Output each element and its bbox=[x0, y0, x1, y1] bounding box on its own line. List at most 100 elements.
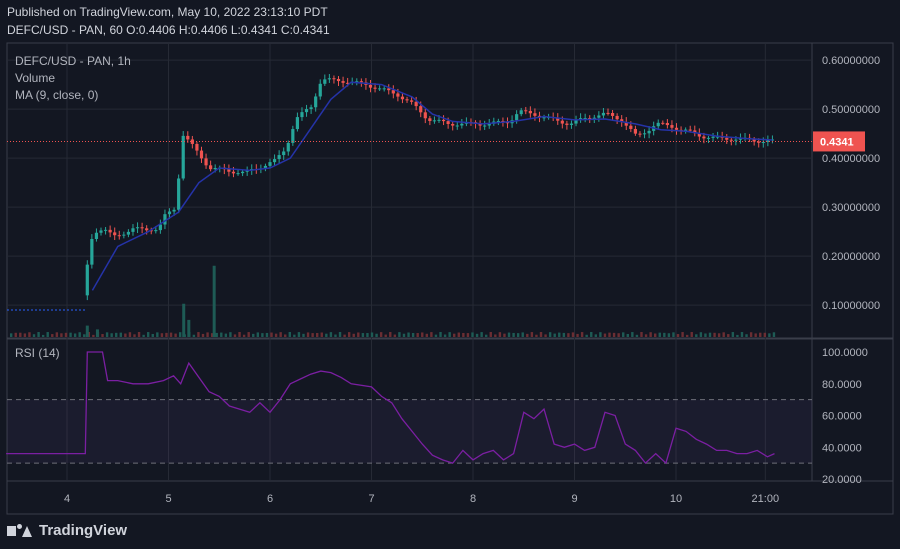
volume-bar bbox=[46, 332, 49, 337]
candle-body bbox=[693, 130, 697, 134]
volume-bar bbox=[357, 332, 360, 337]
candle-body bbox=[181, 135, 185, 179]
volume-bar bbox=[212, 265, 216, 337]
volume-bar bbox=[297, 332, 301, 337]
volume-bar bbox=[617, 333, 620, 337]
volume-bar bbox=[503, 333, 506, 337]
volume-bar bbox=[115, 332, 118, 337]
volume-bar bbox=[539, 332, 543, 337]
candle-body bbox=[286, 142, 290, 152]
ohlc-readout: DEFC/USD - PAN, 60 O:0.4406 H:0.4406 L:0… bbox=[7, 23, 330, 37]
candle-body bbox=[368, 84, 373, 88]
volume-bar bbox=[119, 332, 122, 337]
volume-bar bbox=[19, 332, 22, 337]
candle-body bbox=[688, 129, 692, 131]
volume-bar bbox=[727, 334, 730, 337]
volume-bar bbox=[270, 332, 273, 337]
candle-body bbox=[204, 158, 208, 166]
volume-bar bbox=[603, 333, 607, 337]
rsi-band-fill bbox=[7, 399, 812, 464]
candle-body bbox=[117, 235, 121, 237]
volume-bar bbox=[772, 332, 776, 337]
candle-body bbox=[387, 88, 391, 91]
candle-body bbox=[629, 125, 633, 129]
candle-body bbox=[569, 123, 574, 125]
volume-bar bbox=[521, 332, 524, 337]
volume-bar bbox=[708, 332, 712, 337]
volume-bar bbox=[78, 332, 81, 337]
candle-body bbox=[757, 141, 761, 143]
candle-body bbox=[697, 133, 701, 137]
candle-body bbox=[300, 112, 304, 118]
volume-bar bbox=[69, 332, 72, 337]
volume-bar bbox=[133, 334, 136, 337]
candle-body bbox=[455, 125, 459, 127]
volume-bar bbox=[325, 333, 328, 337]
volume-bar bbox=[87, 332, 91, 337]
volume-bar bbox=[174, 333, 177, 337]
candle-body bbox=[706, 137, 711, 139]
candle-body bbox=[126, 231, 131, 235]
candle-body bbox=[135, 227, 140, 229]
candle-body bbox=[702, 136, 706, 139]
tradingview-logo[interactable]: TradingView bbox=[7, 522, 127, 539]
volume-bar bbox=[302, 333, 305, 337]
candle-body bbox=[524, 110, 528, 112]
volume-bar bbox=[128, 332, 132, 337]
volume-bar bbox=[558, 332, 561, 337]
y-tick-label: 0.50000000 bbox=[822, 104, 880, 116]
candle-body bbox=[149, 230, 153, 232]
volume-bar bbox=[137, 332, 141, 337]
volume-bar bbox=[571, 332, 575, 337]
legend-volume[interactable]: Volume bbox=[15, 71, 56, 85]
candle-body bbox=[542, 117, 546, 119]
candle-body bbox=[400, 96, 405, 100]
volume-bar bbox=[64, 332, 68, 337]
volume-bar bbox=[580, 332, 584, 337]
price-badge bbox=[813, 131, 865, 152]
candle-body bbox=[263, 165, 268, 169]
volume-bar bbox=[23, 333, 27, 337]
volume-bar bbox=[526, 333, 529, 337]
volume-bar bbox=[201, 333, 205, 337]
volume-bar bbox=[667, 333, 671, 337]
legend-ma[interactable]: MA (9, close, 0) bbox=[15, 88, 99, 102]
candle-body bbox=[533, 113, 537, 116]
volume-bar bbox=[590, 332, 593, 337]
volume-bar bbox=[585, 334, 588, 337]
candle-body bbox=[145, 228, 149, 231]
x-tick-label: 4 bbox=[64, 493, 70, 505]
candle-body bbox=[674, 127, 679, 130]
volume-bar bbox=[594, 334, 598, 337]
legend-symbol[interactable]: DEFC/USD - PAN, 1h bbox=[15, 54, 131, 68]
x-tick-label: 8 bbox=[470, 493, 476, 505]
tradingview-logo-icon bbox=[7, 523, 33, 538]
volume-bar bbox=[224, 333, 228, 337]
legend-rsi[interactable]: RSI (14) bbox=[15, 346, 60, 360]
volume-bar bbox=[210, 333, 214, 337]
volume-bar bbox=[754, 333, 757, 337]
volume-bar bbox=[530, 332, 534, 337]
candle-body bbox=[309, 107, 313, 110]
volume-bar bbox=[489, 332, 492, 337]
volume-bar bbox=[745, 334, 748, 337]
candle-body bbox=[172, 209, 176, 212]
volume-bar bbox=[256, 332, 260, 337]
candle-body bbox=[515, 114, 519, 121]
candle-body bbox=[729, 139, 733, 141]
volume-bar bbox=[347, 332, 351, 337]
volume-bar bbox=[379, 332, 383, 337]
volume-bar bbox=[685, 334, 689, 337]
volume-bar bbox=[238, 332, 241, 337]
candle-body bbox=[291, 129, 295, 143]
volume-bar bbox=[676, 334, 680, 337]
candle-body bbox=[437, 119, 441, 121]
volume-bar bbox=[749, 332, 753, 337]
volume-bar bbox=[293, 334, 296, 337]
candle-body bbox=[711, 136, 715, 138]
y-tick-label: 0.10000000 bbox=[822, 300, 880, 312]
ma-line bbox=[91, 81, 773, 291]
volume-bar bbox=[494, 334, 497, 337]
candle-body bbox=[656, 122, 660, 127]
